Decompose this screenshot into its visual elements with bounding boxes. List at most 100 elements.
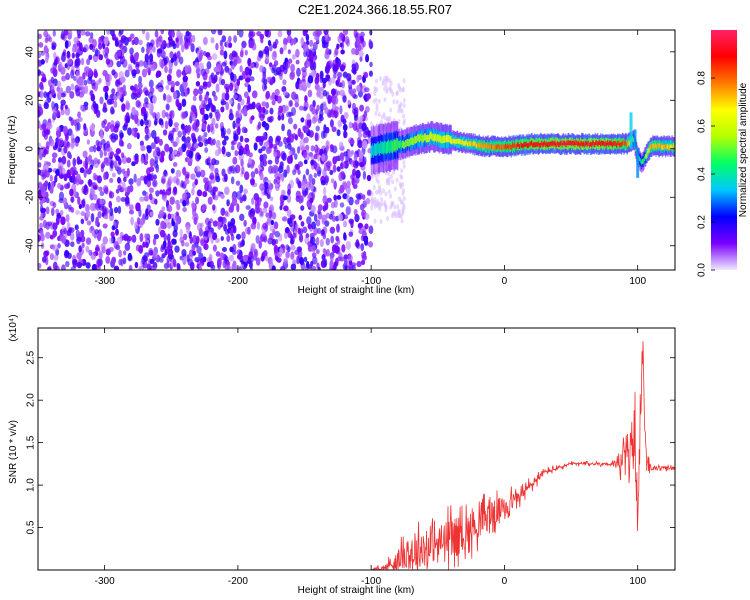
- spectrogram-cell: [169, 110, 173, 119]
- spectrogram-cell: [569, 140, 572, 146]
- spectrogram-cell: [358, 89, 364, 98]
- spectrogram-cell: [286, 155, 292, 165]
- spectrogram-cell: [280, 265, 286, 270]
- spectrogram-cell: [196, 189, 203, 197]
- spectrogram-cell: [286, 111, 292, 118]
- spectrogram-cell: [203, 131, 208, 138]
- spectrogram-cell: [396, 138, 398, 151]
- spectrogram-cell: [374, 111, 378, 117]
- spectrogram-cell: [296, 246, 303, 253]
- spectrogram-cell: [96, 175, 102, 184]
- spectrogram-cell: [355, 169, 361, 179]
- spectrogram-cell: [670, 139, 672, 151]
- spectrogram-cell: [157, 87, 163, 93]
- spectrogram-cell: [362, 170, 367, 180]
- spectrogram-cell: [184, 64, 189, 74]
- spectrogram-cell: [532, 142, 535, 148]
- spectrogram-cell: [354, 160, 360, 167]
- spectrogram-cell: [133, 36, 140, 46]
- spectrogram-cell: [166, 73, 172, 82]
- spectrogram-cell: [108, 190, 113, 199]
- spectrogram-cell: [287, 49, 291, 55]
- spectrogram-cell: [220, 106, 225, 113]
- spectrogram-cell: [184, 242, 190, 247]
- spectrogram-cell: [261, 101, 267, 107]
- spectrogram-cell: [153, 233, 160, 240]
- spectrogram-cell: [533, 141, 536, 147]
- spectrogram-cell: [388, 176, 392, 182]
- spectrogram-cell: [295, 48, 300, 58]
- spectrogram-cell: [499, 145, 501, 151]
- spectrogram-cell: [450, 136, 453, 144]
- spectrogram-cell: [283, 37, 287, 43]
- spectrogram-cell: [138, 39, 143, 46]
- spectrogram-cell: [126, 142, 132, 150]
- spectrogram-cell: [312, 100, 316, 108]
- spectrogram-cell: [613, 141, 616, 147]
- spectrogram-cell: [180, 91, 186, 97]
- spectrogram-cell: [260, 255, 265, 262]
- spectrogram-cell: [357, 139, 363, 149]
- spectrogram-cell: [133, 115, 139, 123]
- spectrogram-cell: [196, 68, 202, 77]
- spectrogram-cell: [373, 204, 377, 210]
- spectrogram-cell: [284, 105, 289, 112]
- spectrogram-cell: [75, 178, 80, 186]
- spectrogram-cell: [257, 121, 262, 130]
- spectrogram-cell: [234, 164, 241, 174]
- spectrogram-cell: [374, 78, 378, 84]
- spectrogram-cell: [329, 254, 334, 262]
- spectrogram-cell: [307, 89, 313, 98]
- colorbar-tick-label: 0.6: [697, 119, 708, 133]
- spectrogram-cell: [41, 197, 46, 204]
- spectrogram-cell: [182, 200, 187, 207]
- spectrogram-cell: [384, 140, 386, 153]
- spectrogram-cell: [307, 75, 314, 84]
- spectrogram-cell: [123, 36, 129, 46]
- spectrogram-cell: [275, 176, 281, 185]
- spectrogram-cell: [195, 165, 201, 173]
- spectrogram-cell: [224, 210, 229, 217]
- spectrogram-cell: [107, 146, 113, 153]
- spectrogram-cell: [380, 196, 384, 202]
- spectrogram-cell: [326, 197, 332, 203]
- spectrogram-cell: [298, 84, 304, 91]
- spectrogram-cell: [540, 140, 543, 146]
- spectrogram-cell: [38, 120, 41, 129]
- spectrogram-cell: [70, 83, 75, 91]
- spectrogram-cell: [73, 36, 80, 44]
- spectrogram-cell: [481, 142, 483, 148]
- spectrogram-cell: [129, 47, 134, 55]
- spectrogram-cell: [45, 34, 51, 42]
- spectrogram-cell: [331, 95, 336, 105]
- spectrogram-cell: [303, 151, 307, 159]
- spectrogram-cell: [622, 140, 624, 145]
- spectrogram-cell: [327, 36, 331, 42]
- spectrogram-cell: [83, 79, 88, 86]
- spectrogram-cell: [644, 153, 647, 159]
- spectrogram-x-tick-label: 100: [629, 276, 646, 287]
- spectrogram-cell: [351, 79, 356, 85]
- spectrogram-cell: [270, 115, 274, 122]
- spectrogram-cell: [415, 136, 417, 144]
- spectrogram-cell: [139, 140, 145, 147]
- spectrogram-cell: [370, 196, 374, 202]
- spectrogram-cell: [156, 36, 162, 42]
- spectrogram-cell: [130, 92, 136, 100]
- spectrogram-cell: [366, 191, 372, 197]
- spectrogram-cell: [72, 188, 76, 197]
- spectrogram-cell: [263, 201, 269, 209]
- spectrogram-cell: [624, 140, 626, 146]
- spectrogram-cell: [191, 207, 197, 217]
- spectrogram-cell: [203, 137, 208, 147]
- spectrogram-cell: [320, 229, 324, 237]
- spectrogram-cell: [652, 143, 654, 149]
- spectrogram-cell: [612, 142, 614, 148]
- spectrogram-cell: [161, 109, 167, 119]
- spectrogram-cell: [433, 133, 435, 141]
- spectrogram-cell: [159, 119, 164, 126]
- spectrogram-x-ticks: -300 -200 -100 0 100: [95, 30, 646, 287]
- spectrogram-cell: [69, 232, 75, 241]
- spectrogram-cell: [635, 146, 637, 152]
- spectrogram-cell: [336, 43, 340, 50]
